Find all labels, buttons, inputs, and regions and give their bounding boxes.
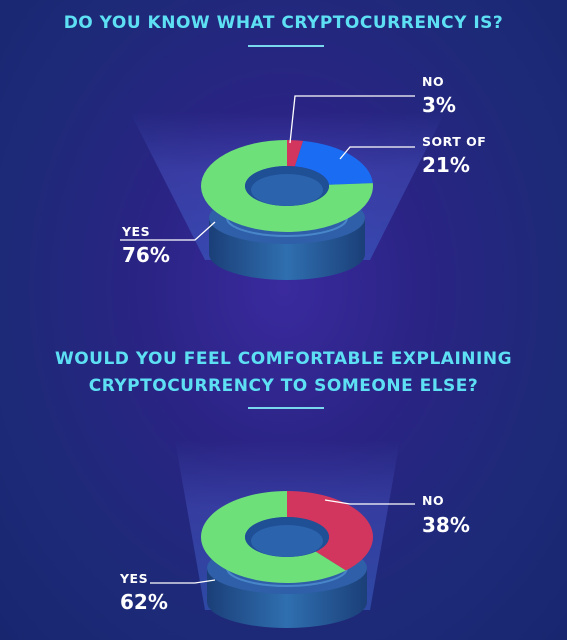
chart1-callouts: NO 3% SORT OF 21% YES 76% xyxy=(120,74,486,267)
chart1-label-yes: YES xyxy=(121,224,150,239)
chart2-slice-no xyxy=(287,491,374,571)
chart2-callouts: NO 38% YES 62% xyxy=(119,493,470,614)
chart2-leader-line-no xyxy=(324,499,415,505)
chart1-value-sort-of: 21% xyxy=(422,153,470,177)
chart1-slice-no xyxy=(287,140,304,167)
chart1-title: DO YOU KNOW WHAT CRYPTOCURRENCY IS? xyxy=(63,13,504,33)
chart2-title-line1: WOULD YOU FEEL COMFORTABLE EXPLAINING xyxy=(54,349,513,369)
chart1-value-yes: 76% xyxy=(122,243,170,267)
chart1-slice-yes xyxy=(201,140,373,232)
chart2-value-yes: 62% xyxy=(120,590,168,614)
chart1-label-sort-of: SORT OF xyxy=(422,134,486,149)
chart2-slice-yes xyxy=(201,491,346,583)
chart2-title-line2: CRYPTOCURRENCY TO SOMEONE ELSE? xyxy=(88,376,479,396)
chart2-title-underline xyxy=(248,407,324,409)
chart1-donut-hole-inner xyxy=(251,174,323,206)
chart2-label-yes: YES xyxy=(119,571,148,586)
chart1-donut xyxy=(201,140,373,232)
chart1-title-underline xyxy=(248,45,324,47)
chart1-label-no: NO xyxy=(422,74,444,89)
chart1-leader-line-sort-of xyxy=(339,146,415,160)
chart1-leader-line-no xyxy=(289,95,415,144)
chart1-slice-sort-of xyxy=(294,140,373,185)
chart2-donut-hole-inner xyxy=(251,525,323,557)
chart2-label-no: NO xyxy=(422,493,444,508)
chart2-leader-line-yes xyxy=(150,579,216,584)
chart1-leader-line-yes xyxy=(120,221,216,241)
chart2-value-no: 38% xyxy=(422,513,470,537)
chart1-value-no: 3% xyxy=(422,93,456,117)
chart2-donut xyxy=(201,491,374,583)
